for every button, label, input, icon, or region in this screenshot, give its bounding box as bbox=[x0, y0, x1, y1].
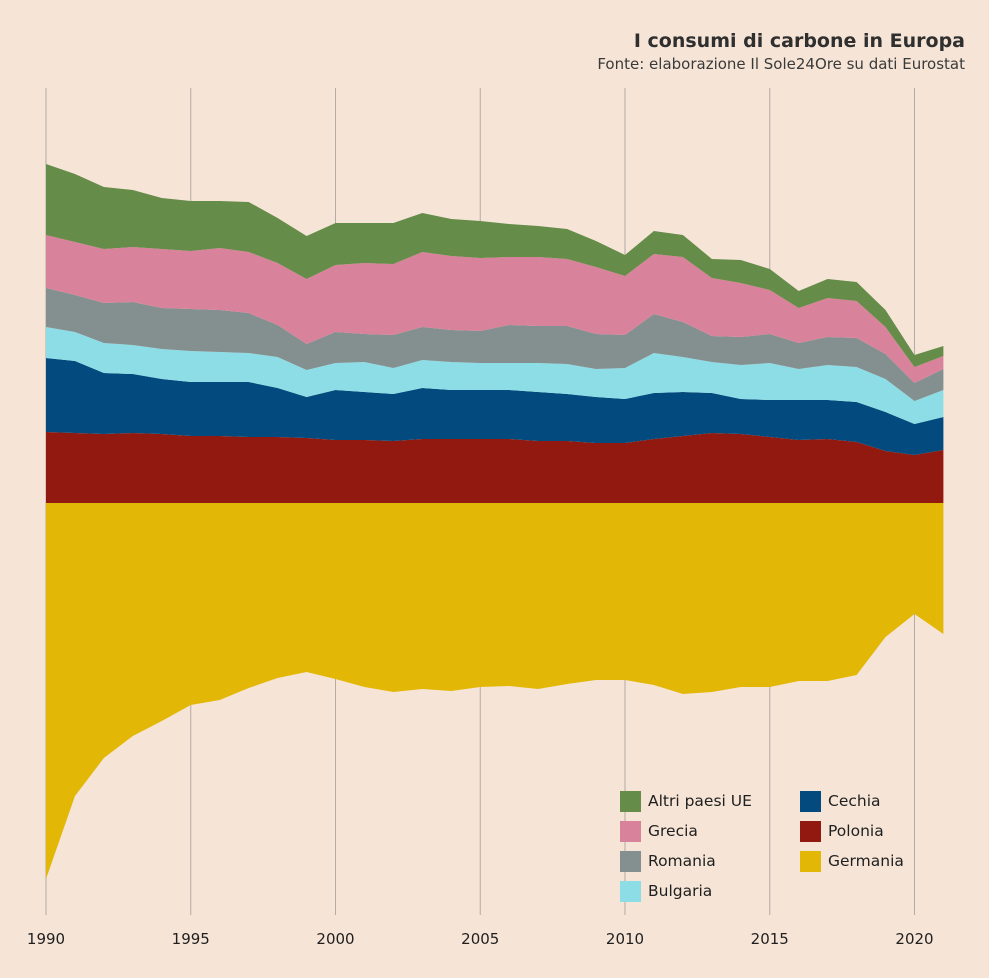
legend-item-cechia: Cechia bbox=[800, 790, 950, 812]
legend-item-grecia: Grecia bbox=[620, 820, 800, 842]
x-axis-tick-labels: 1990 1995 2000 2005 2010 2015 2020 bbox=[27, 930, 934, 948]
x-tick-label-1995: 1995 bbox=[172, 930, 210, 948]
legend-item-polonia: Polonia bbox=[800, 820, 950, 842]
legend: Altri paesi UE Cechia Grecia Polonia Rom… bbox=[620, 790, 950, 902]
legend-swatch-cechia bbox=[800, 790, 821, 812]
legend-swatch-polonia bbox=[800, 820, 821, 842]
x-tick-label-2010: 2010 bbox=[606, 930, 644, 948]
legend-label-altri: Altri paesi UE bbox=[648, 792, 752, 810]
area-altri-paesi-ue bbox=[46, 164, 944, 367]
area-grecia bbox=[46, 235, 944, 383]
area-polonia bbox=[46, 432, 944, 503]
x-tick-label-2000: 2000 bbox=[316, 930, 354, 948]
legend-label-cechia: Cechia bbox=[828, 792, 881, 810]
legend-label-polonia: Polonia bbox=[828, 822, 884, 840]
legend-item-germania: Germania bbox=[800, 850, 950, 872]
legend-item-altri: Altri paesi UE bbox=[620, 790, 800, 812]
area-germania bbox=[46, 503, 944, 879]
chart-subtitle: Fonte: elaborazione Il Sole24Ore su dati… bbox=[597, 55, 965, 73]
legend-item-bulgaria: Bulgaria bbox=[620, 880, 800, 902]
x-tick-label-2015: 2015 bbox=[751, 930, 789, 948]
legend-swatch-bulgaria bbox=[620, 880, 641, 902]
legend-label-grecia: Grecia bbox=[648, 822, 698, 840]
x-tick-label-2005: 2005 bbox=[461, 930, 499, 948]
legend-swatch-romania bbox=[620, 850, 641, 872]
legend-label-bulgaria: Bulgaria bbox=[648, 882, 713, 900]
stream-areas bbox=[46, 164, 944, 879]
chart-title: I consumi di carbone in Europa bbox=[633, 30, 965, 52]
legend-swatch-altri bbox=[620, 790, 641, 812]
x-tick-label-2020: 2020 bbox=[895, 930, 933, 948]
area-bulgaria bbox=[46, 327, 944, 424]
legend-swatch-germania bbox=[800, 850, 821, 872]
legend-swatch-grecia bbox=[620, 820, 641, 842]
area-cechia bbox=[46, 358, 944, 455]
x-tick-label-1990: 1990 bbox=[27, 930, 65, 948]
legend-label-germania: Germania bbox=[828, 852, 904, 870]
legend-label-romania: Romania bbox=[648, 852, 716, 870]
area-romania bbox=[46, 288, 944, 401]
legend-item-romania: Romania bbox=[620, 850, 800, 872]
